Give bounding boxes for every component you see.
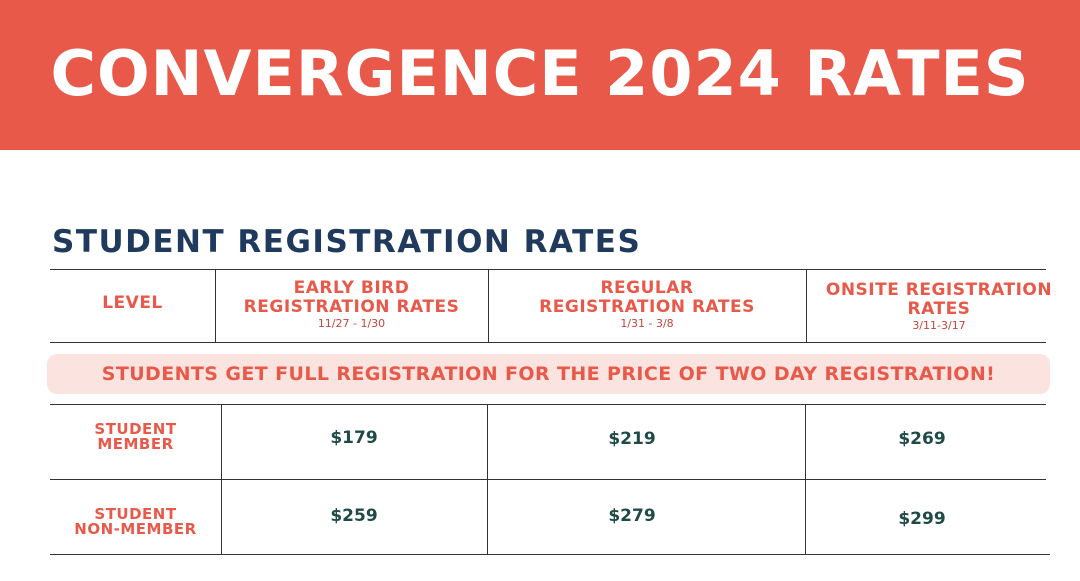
header-divider <box>215 269 216 342</box>
header-onsite: ONSITE REGISTRATION RATES 3/11-3/17 <box>806 281 1072 333</box>
header-early-dates: 11/27 - 1/30 <box>317 317 386 330</box>
notice-text: STUDENTS GET FULL REGISTRATION FOR THE P… <box>101 363 996 385</box>
banner-title: CONVERGENCE 2024 RATES <box>50 37 1030 110</box>
notice-banner: STUDENTS GET FULL REGISTRATION FOR THE P… <box>47 354 1050 394</box>
body-divider <box>487 404 488 554</box>
body-bottom-line <box>50 554 1050 555</box>
body-top-line <box>50 404 1046 405</box>
body-divider <box>805 404 806 554</box>
price-nonmember-onsite: $299 <box>898 509 946 529</box>
header-onsite-line2: RATES <box>907 299 971 319</box>
price-nonmember-early: $259 <box>330 506 378 526</box>
header-regular-dates: 1/31 - 3/8 <box>620 317 674 330</box>
row-label-line1: STUDENT <box>94 505 177 523</box>
header-level-label: LEVEL <box>102 293 163 313</box>
row-label-student-member: STUDENT MEMBER <box>50 422 221 452</box>
header-early-bird: EARLY BIRD REGISTRATION RATES 11/27 - 1/… <box>215 279 488 331</box>
price-nonmember-regular: $279 <box>608 506 656 526</box>
header-onsite-line1: ONSITE REGISTRATION <box>825 280 1053 300</box>
price-member-onsite: $269 <box>898 429 946 449</box>
row-label-line1: STUDENT <box>94 420 177 438</box>
header-onsite-dates: 3/11-3/17 <box>912 319 966 332</box>
header-top-line <box>50 269 1046 270</box>
price-member-early: $179 <box>330 428 378 448</box>
header-regular: REGULAR REGISTRATION RATES 1/31 - 3/8 <box>488 279 806 331</box>
header-divider <box>806 269 807 342</box>
row-divider-line <box>50 479 1046 480</box>
header-early-line2: REGISTRATION RATES <box>243 297 460 317</box>
row-label-line2: MEMBER <box>97 435 174 453</box>
title-banner: CONVERGENCE 2024 RATES <box>0 0 1080 150</box>
price-member-regular: $219 <box>608 429 656 449</box>
header-regular-line1: REGULAR <box>600 278 694 298</box>
header-early-line1: EARLY BIRD <box>293 278 410 298</box>
row-label-line2: NON-MEMBER <box>74 520 197 538</box>
section-title: STUDENT REGISTRATION RATES <box>52 224 642 260</box>
header-divider <box>488 269 489 342</box>
row-label-student-non-member: STUDENT NON-MEMBER <box>50 507 221 537</box>
header-level: LEVEL <box>50 294 215 313</box>
header-bottom-line <box>50 342 1046 343</box>
header-regular-line2: REGISTRATION RATES <box>539 297 755 317</box>
body-divider <box>221 404 222 554</box>
